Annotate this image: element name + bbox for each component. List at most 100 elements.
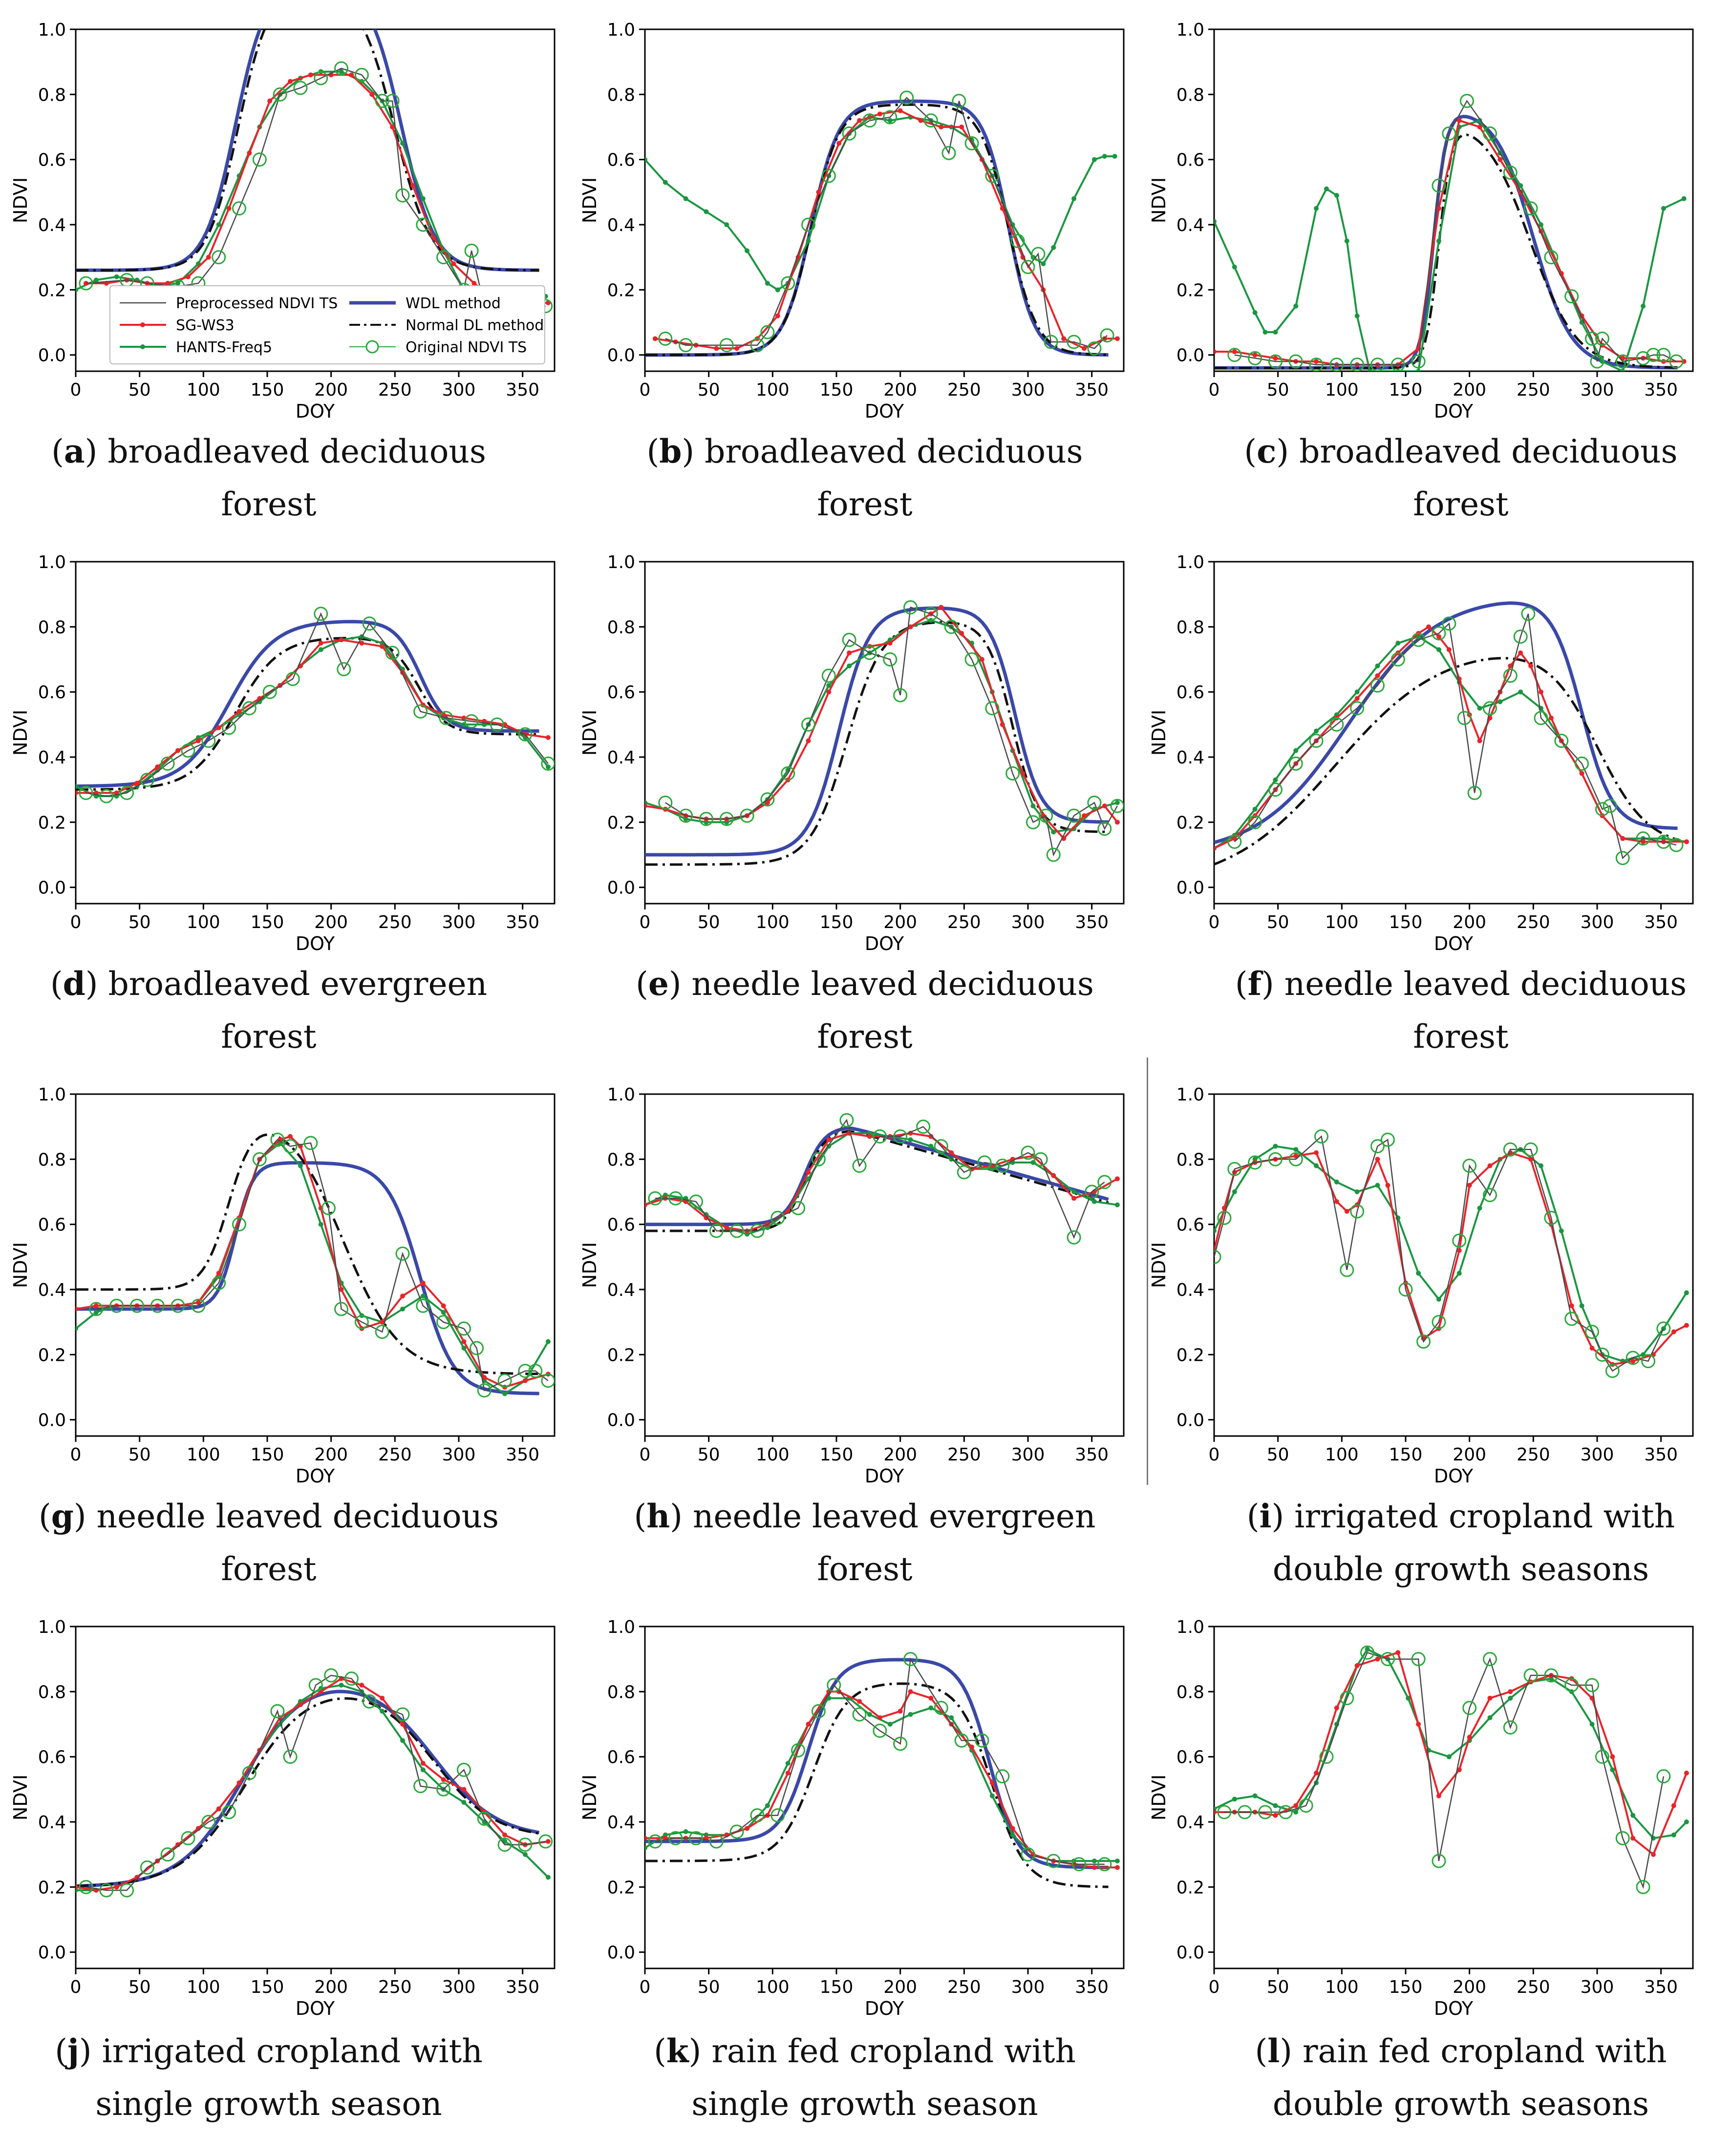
- original-point: [1432, 1854, 1446, 1868]
- hants-point: [420, 1767, 426, 1773]
- original-point: [709, 1224, 724, 1238]
- hants-point: [806, 238, 811, 244]
- original-point: [964, 652, 979, 667]
- sg-point: [1314, 1771, 1319, 1776]
- sg-point: [216, 1270, 221, 1276]
- normal-dl-line: [76, 1133, 539, 1375]
- x-tick-label: 100: [187, 912, 220, 932]
- hants-point: [1436, 1297, 1441, 1302]
- hants-point: [1518, 183, 1523, 188]
- original-point: [270, 1704, 285, 1718]
- sg-point: [114, 1884, 119, 1890]
- sg-point: [1589, 1346, 1595, 1351]
- x-tick-label: 250: [1517, 380, 1550, 400]
- original-point: [1656, 834, 1671, 849]
- hants-point: [545, 1875, 551, 1880]
- original-point: [1217, 1805, 1232, 1819]
- original-point: [1046, 1854, 1061, 1868]
- sg-point: [1671, 1803, 1676, 1808]
- hants-point: [1671, 1832, 1676, 1838]
- hants-point: [1354, 689, 1360, 695]
- sg-point: [1650, 1852, 1656, 1857]
- x-axis-label: DOY: [296, 933, 335, 954]
- hants-point: [1293, 303, 1299, 309]
- y-tick-label: 0.8: [607, 617, 635, 637]
- sg-point: [1375, 1656, 1380, 1662]
- original-point: [232, 1217, 247, 1232]
- hants-point: [1681, 196, 1687, 201]
- sg-point: [1569, 1303, 1574, 1309]
- sg-point: [76, 790, 78, 796]
- hants-point: [1051, 245, 1056, 250]
- original-point: [1340, 1691, 1354, 1706]
- y-tick-label: 0.6: [1176, 1748, 1204, 1768]
- original-point: [283, 1750, 298, 1764]
- x-tick-label: 200: [883, 1445, 917, 1465]
- original-point: [1590, 354, 1604, 369]
- original-point: [1503, 668, 1518, 683]
- hants-point: [928, 1705, 934, 1711]
- x-tick-label: 50: [1267, 912, 1289, 932]
- y-tick-label: 0.4: [1176, 1280, 1204, 1300]
- x-tick-label: 150: [820, 1977, 854, 1997]
- y-tick-label: 0.4: [607, 1280, 635, 1300]
- y-tick-label: 1.0: [1176, 552, 1204, 572]
- legend-label-original: Original NDVI TS: [406, 339, 527, 356]
- original-point: [1278, 1805, 1293, 1819]
- hants-point: [1273, 330, 1278, 335]
- original-point: [1467, 785, 1482, 800]
- original-point: [957, 1165, 971, 1180]
- original-point: [1534, 711, 1548, 725]
- x-tick-label: 0: [1209, 1445, 1220, 1465]
- chart-j: 0 50 100 150 200 250 300 350 0.0 0.2 0.4 0.6 0.8 1.0 D…: [10, 1617, 556, 2019]
- plot-area: [76, 1668, 553, 1898]
- x-tick-label: 0: [70, 912, 82, 932]
- original-point: [839, 1113, 854, 1127]
- x-tick-label: 200: [883, 1977, 917, 1997]
- sg-point: [928, 1695, 934, 1701]
- x-tick-label: 50: [128, 1445, 151, 1465]
- hants-point: [1214, 219, 1217, 224]
- x-tick-label: 350: [1075, 1445, 1109, 1465]
- hants-point: [1559, 1228, 1564, 1233]
- x-tick-label: 250: [1517, 1445, 1550, 1465]
- sg-point: [836, 141, 842, 146]
- hants-point: [420, 196, 426, 201]
- sg-point: [1426, 624, 1432, 630]
- sg-point: [420, 1280, 426, 1286]
- original-point: [1044, 335, 1058, 349]
- original-point: [1087, 795, 1102, 810]
- x-tick-label: 300: [1011, 1445, 1045, 1465]
- hants-point: [1367, 369, 1372, 371]
- sg-point: [1020, 771, 1026, 776]
- sg-point: [1456, 118, 1462, 123]
- y-tick-label: 0.8: [38, 1150, 66, 1170]
- original-point: [1575, 756, 1589, 771]
- original-point: [395, 1247, 410, 1261]
- hants-point: [1071, 1189, 1077, 1194]
- original-point: [781, 766, 795, 781]
- original-point: [1656, 1321, 1671, 1336]
- sg-point: [1620, 836, 1625, 841]
- y-tick-label: 0.2: [38, 1345, 66, 1365]
- original-point: [293, 81, 308, 95]
- plot-area: [645, 90, 1120, 357]
- sg-point: [349, 72, 354, 78]
- legend-marker-original: [365, 340, 379, 354]
- x-tick-label: 200: [314, 1445, 348, 1465]
- hants-point: [1112, 154, 1117, 159]
- original-point: [1005, 766, 1020, 781]
- y-axis-label: NDVI: [10, 1242, 31, 1288]
- legend-label-hants: HANTS-Freq5: [176, 339, 272, 356]
- y-tick-label: 0.6: [1176, 683, 1204, 703]
- x-tick-label: 200: [1453, 380, 1486, 400]
- x-tick-label: 250: [378, 912, 412, 932]
- y-tick-label: 0.6: [607, 150, 635, 170]
- sg-point: [400, 1293, 406, 1299]
- original-point: [1585, 331, 1600, 346]
- sg-point: [134, 781, 140, 786]
- x-tick-label: 150: [251, 1445, 284, 1465]
- x-tick-label: 350: [1075, 1977, 1109, 1997]
- hants-point: [645, 157, 647, 162]
- sg-point: [645, 803, 647, 808]
